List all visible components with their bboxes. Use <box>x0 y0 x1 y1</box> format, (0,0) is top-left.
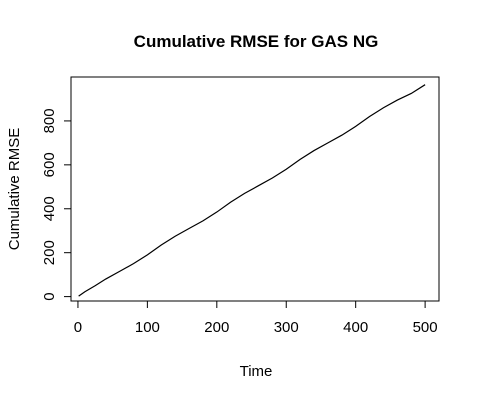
x-tick-label: 400 <box>343 319 368 336</box>
x-tick-label: 300 <box>274 319 299 336</box>
y-axis: 0 200 400 600 800 <box>41 108 72 301</box>
x-tick-label: 500 <box>413 319 438 336</box>
series-line <box>78 84 426 297</box>
y-tick-label: 0 <box>41 292 58 300</box>
x-tick-label: 100 <box>135 319 160 336</box>
y-tick-label: 600 <box>41 152 58 177</box>
x-axis: 0 100 200 300 400 500 <box>74 300 438 336</box>
x-tick-label: 0 <box>74 319 82 336</box>
x-tick-label: 200 <box>204 319 229 336</box>
y-axis-label: Cumulative RMSE <box>6 128 23 251</box>
chart-title: Cumulative RMSE for GAS NG <box>134 32 379 51</box>
y-tick-label: 800 <box>41 108 58 133</box>
y-tick-label: 200 <box>41 240 58 265</box>
x-axis-label: Time <box>240 363 273 380</box>
y-tick-label: 400 <box>41 196 58 221</box>
